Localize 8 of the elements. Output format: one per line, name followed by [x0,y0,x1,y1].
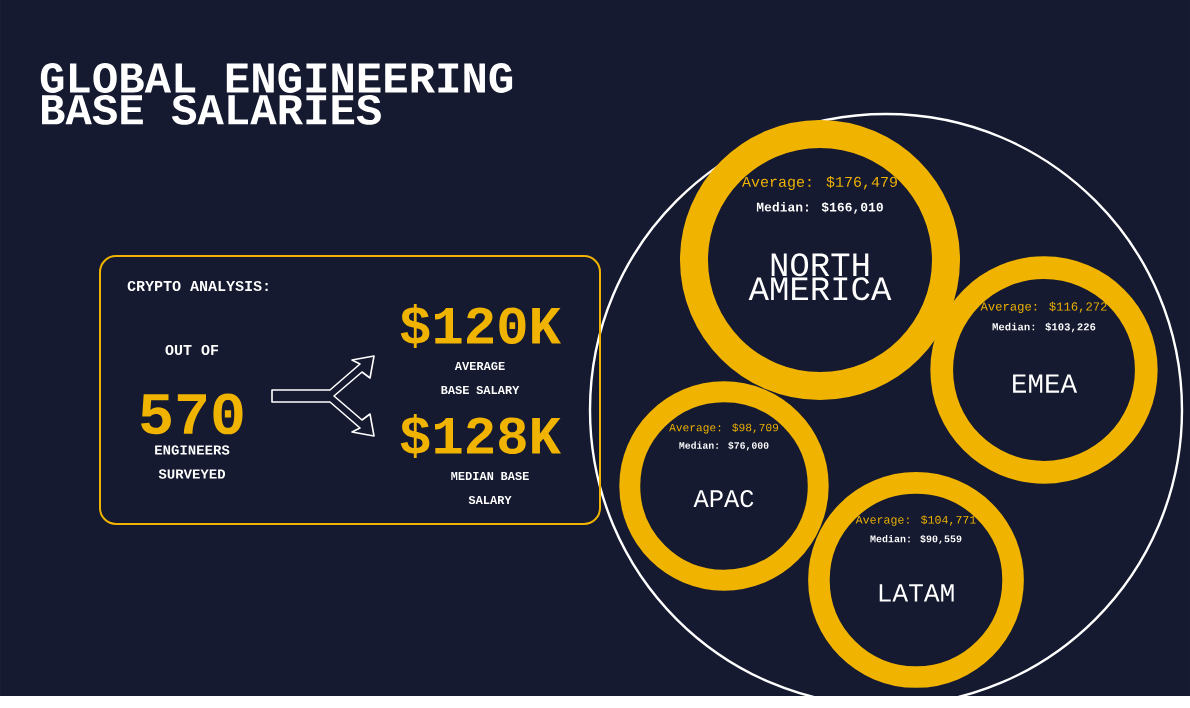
category-label: APAC [693,490,754,508]
text: $128K [400,414,561,459]
text: GLOBAL ENGINEERING BASE SALARIES [40,63,513,126]
category-label: LATAM [879,584,954,603]
category-label: NORTH AMERICA [748,253,892,301]
text: $120K [400,304,561,349]
category-label: EMEA [1013,374,1078,394]
text: 570 [141,394,243,435]
